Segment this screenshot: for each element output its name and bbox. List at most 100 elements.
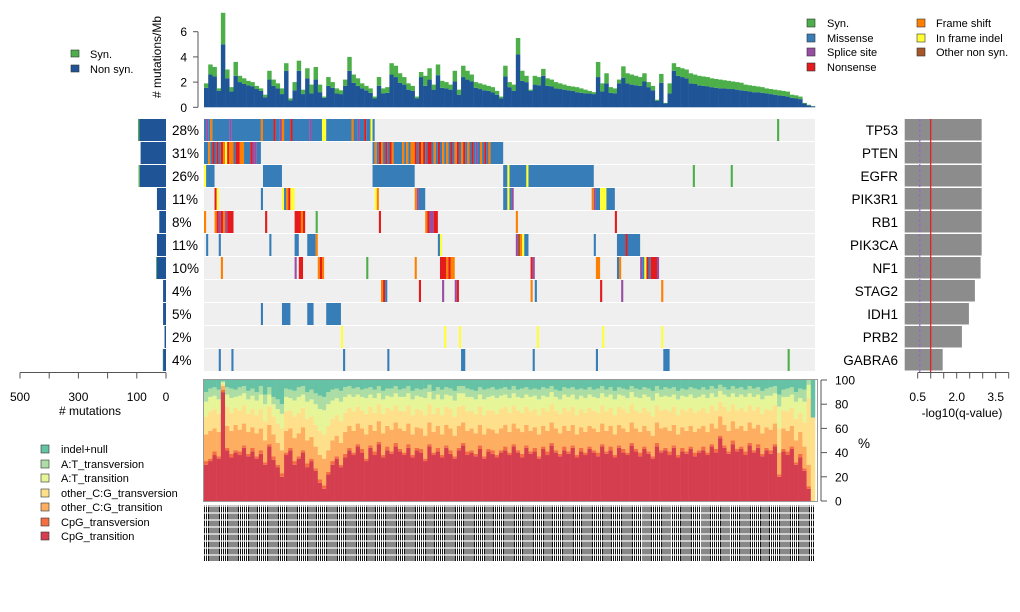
- spectrum-segment: [271, 459, 276, 501]
- spectrum-segment: [330, 389, 335, 401]
- spectrum-segment: [313, 393, 319, 405]
- spectrum-segment: [777, 394, 782, 407]
- spectrum-segment: [751, 428, 757, 451]
- spectrum-segment: [642, 448, 647, 501]
- spectrum-segment: [638, 412, 643, 433]
- spectrum-segment: [579, 395, 584, 410]
- spectrum-segment: [473, 380, 479, 391]
- mutation-cell-fs: [321, 257, 325, 279]
- spectrum-segment: [747, 380, 753, 387]
- spectrum-segment: [461, 405, 466, 423]
- burden-bar-syn: [612, 88, 618, 94]
- mutation-cell-non: [250, 142, 253, 164]
- spectrum-segment: [393, 393, 399, 406]
- burden-bar-syn: [545, 78, 550, 86]
- spectrum-segment: [444, 424, 449, 446]
- spectrum-segment: [338, 442, 344, 465]
- mutation-cell-fs: [260, 119, 263, 141]
- matrix-row-background: [204, 142, 815, 164]
- spectrum-segment: [507, 455, 512, 501]
- legend-label-non-syn: Non syn.: [90, 64, 133, 76]
- mutation-cell-spl: [225, 211, 228, 233]
- burden-bar-non-syn: [427, 79, 432, 108]
- spectrum-segment: [608, 380, 613, 388]
- spectrum-segment: [629, 442, 635, 446]
- spectrum-segment: [402, 455, 407, 501]
- spectrum-segment: [772, 446, 778, 501]
- mutation-cell-ifi: [458, 326, 462, 348]
- spectrum-segment: [524, 394, 529, 407]
- spectrum-segment: [494, 457, 500, 501]
- burden-bar-syn: [402, 77, 407, 85]
- burden-bar-syn: [768, 89, 774, 95]
- spectrum-segment: [675, 380, 681, 391]
- spectrum-segment: [629, 445, 635, 501]
- spectrum-segment: [718, 384, 723, 391]
- spectrum-segment: [520, 412, 525, 433]
- burden-bar-non-syn: [355, 85, 361, 108]
- spectrum-segment: [305, 401, 310, 419]
- spectrum-segment: [600, 444, 605, 447]
- mutation-cell-mis: [663, 349, 670, 371]
- spectrum-segment: [553, 380, 559, 390]
- burden-bar-non-syn: [718, 88, 723, 108]
- burden-bar-non-syn: [667, 93, 672, 108]
- spectrum-segment: [743, 389, 748, 397]
- spectrum-segment: [638, 456, 643, 501]
- spectrum-segment: [591, 450, 597, 453]
- spectrum-segment: [541, 425, 546, 447]
- spectrum-segment: [300, 380, 306, 387]
- legend-label-cpg-transversion: CpG_transversion: [61, 517, 150, 529]
- spectrum-segment: [785, 396, 790, 412]
- spectrum-segment: [254, 456, 260, 459]
- burden-bar-non-syn: [772, 94, 778, 108]
- burden-bar-non-syn: [393, 77, 399, 108]
- spectrum-segment: [486, 388, 491, 397]
- mutation-cell-fs: [450, 257, 455, 279]
- spectrum-segment: [579, 451, 584, 501]
- spectrum-segment: [296, 387, 302, 397]
- spectrum-segment: [267, 380, 272, 388]
- mutation-cell-non: [625, 234, 628, 256]
- burden-bar-syn: [570, 86, 576, 91]
- burden-bar-syn: [343, 79, 348, 86]
- spectrum-segment: [225, 387, 230, 395]
- spectrum-segment: [355, 387, 361, 395]
- spectrum-segment: [768, 410, 774, 430]
- burden-bar-non-syn: [730, 89, 736, 108]
- spectrum-segment: [600, 393, 605, 406]
- legend-label-at-transversion: A:T_transversion: [61, 459, 144, 471]
- spectrum-segment: [385, 446, 390, 451]
- burden-bar-syn: [532, 75, 538, 85]
- spectrum-segment: [688, 448, 694, 501]
- burden-bar-syn: [372, 96, 378, 99]
- mutation-cell-non: [265, 211, 268, 233]
- spectrum-segment: [347, 407, 352, 426]
- spectrum-segment: [616, 380, 622, 388]
- spectrum-segment: [503, 406, 508, 425]
- spectrum-segment: [768, 453, 774, 501]
- spectrum-segment: [574, 434, 580, 456]
- spectrum-segment: [494, 389, 500, 399]
- spectrum-segment: [772, 405, 778, 424]
- spectrum-segment: [557, 399, 563, 414]
- spectrum-segment: [536, 458, 542, 501]
- spectrum-segment: [258, 380, 264, 387]
- spectrum-segment: [309, 389, 314, 400]
- spectrum-segment: [355, 444, 361, 447]
- spectrum-segment: [326, 450, 331, 472]
- mutation-cell-ifi: [507, 188, 510, 210]
- burden-bar-syn: [275, 83, 281, 89]
- spectrum-segment: [659, 410, 664, 429]
- spectrum-segment: [604, 453, 609, 501]
- spectrum-segment: [275, 409, 281, 424]
- spectrum-segment: [241, 447, 247, 501]
- burden-bar-non-syn: [343, 85, 348, 108]
- mutation-cell-non: [220, 211, 223, 233]
- burden-bar-syn: [705, 77, 710, 87]
- spectrum-segment: [498, 409, 504, 429]
- spectrum-segment: [300, 427, 306, 451]
- spectrum-segment: [237, 451, 243, 456]
- burden-bar-non-syn: [414, 98, 420, 108]
- burden-bar-syn: [507, 82, 512, 88]
